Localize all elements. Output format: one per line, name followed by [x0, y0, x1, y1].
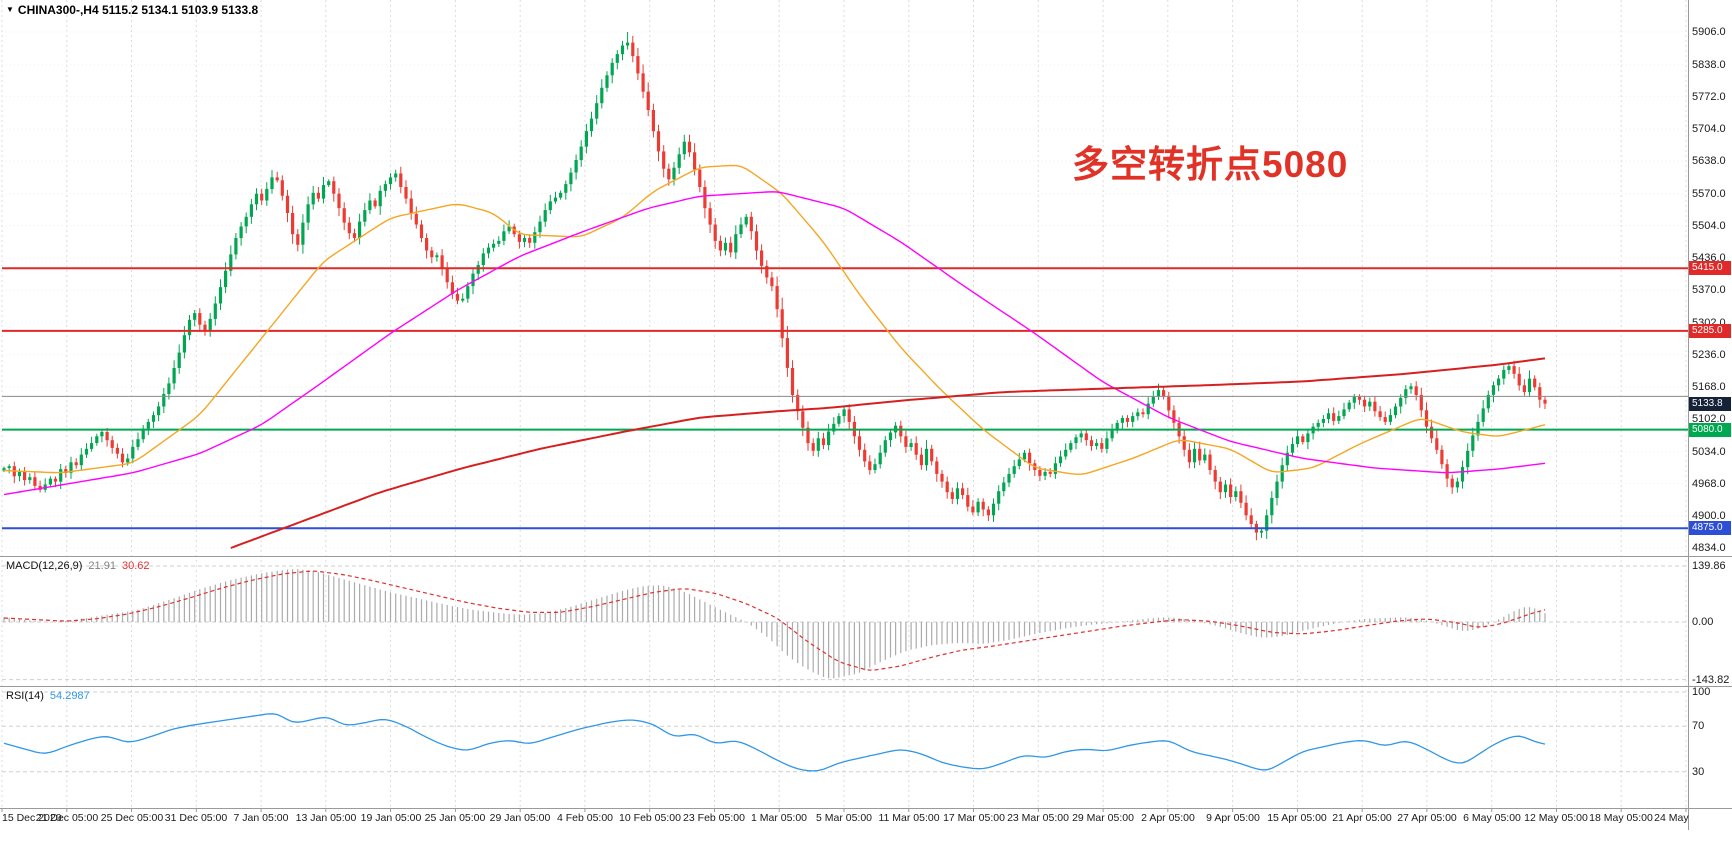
date-axis-label: 25 Dec 05:00: [100, 812, 164, 824]
date-axis-label: 13 Jan 05:00: [295, 812, 357, 824]
rsi-axis-label: 100: [1692, 686, 1711, 698]
macd-axis-label: -143.82: [1692, 674, 1730, 686]
date-axis-label: 19 Jan 05:00: [360, 812, 422, 824]
price-level-tag: 5080.0: [1689, 423, 1731, 437]
price-axis-label: 5236.0: [1692, 349, 1726, 361]
date-axis-label: 2 Apr 05:00: [1141, 812, 1195, 824]
rsi-panel[interactable]: [0, 686, 1688, 808]
date-axis-label: 15 Apr 05:00: [1267, 812, 1327, 824]
price-axis-label: 5504.0: [1692, 220, 1726, 232]
date-axis-label: 11 Mar 05:00: [878, 812, 940, 824]
main-chart-panel[interactable]: [0, 0, 1688, 556]
macd-value: 21.91: [88, 560, 116, 572]
date-axis-label: 17 Mar 05:00: [943, 812, 1005, 824]
date-axis-label: 9 Apr 05:00: [1206, 812, 1260, 824]
macd-axis-label: 0.00: [1692, 616, 1714, 628]
price-axis-label: 5102.0: [1692, 413, 1726, 425]
price-axis-label: 5638.0: [1692, 155, 1726, 167]
date-axis-label: 12 May 05:00: [1524, 812, 1588, 824]
rsi-axis-label: 30: [1692, 766, 1705, 778]
date-axis-label: 1 Mar 05:00: [750, 812, 808, 824]
rsi-axis-label: 70: [1692, 720, 1705, 732]
price-axis[interactable]: 5906.0 5838.0 5772.0 5704.0 5638.0 5570.0 5504…: [1689, 0, 1732, 837]
current-price-tag: 5133.8: [1689, 397, 1731, 411]
price-axis-label: 5370.0: [1692, 284, 1726, 296]
date-axis-label: 23 Mar 05:00: [1007, 812, 1069, 824]
date-axis-label: 23 Feb 05:00: [683, 812, 745, 824]
date-axis-label: 27 Apr 05:00: [1397, 812, 1457, 824]
date-axis-label: 18 May 05:00: [1589, 812, 1653, 824]
price-axis-label: 4900.0: [1692, 510, 1726, 522]
price-axis-label: 4834.0: [1692, 542, 1726, 554]
price-level-tag: 5415.0: [1689, 261, 1731, 275]
price-axis-label: 5906.0: [1692, 26, 1726, 38]
price-axis-label: 5570.0: [1692, 188, 1726, 200]
macd-signal-value: 30.62: [121, 560, 150, 572]
price-axis-label: 5704.0: [1692, 123, 1726, 135]
macd-header: MACD(12,26,9) 21.91 30.62: [6, 560, 149, 572]
macd-label: MACD(12,26,9): [6, 560, 83, 572]
date-axis-label: 4 Feb 05:00: [556, 812, 614, 824]
ohlc-values: 5115.2 5134.1 5103.9 5133.8: [101, 3, 259, 17]
macd-panel[interactable]: [0, 556, 1688, 686]
date-axis-label: 29 Jan 05:00: [489, 812, 551, 824]
date-axis[interactable]: 15 Dec 2020 21 Dec 05:00 25 Dec 05:00 31 De…: [0, 809, 1689, 833]
date-axis-label: 15 Dec 2020: [2, 812, 62, 824]
price-axis-label: 5168.0: [1692, 381, 1726, 393]
rsi-header: RSI(14) 54.2987: [6, 690, 90, 702]
symbol-name: CHINA300-,H4: [17, 3, 99, 17]
macd-axis-label: 139.86: [1692, 560, 1726, 572]
rsi-label: RSI(14): [6, 690, 44, 702]
date-axis-label: 21 Dec 05:00: [35, 812, 99, 824]
price-axis-label: 5772.0: [1692, 91, 1726, 103]
chart-title: ▼ CHINA300-,H4 5115.2 5134.1 5103.9 5133.…: [6, 3, 258, 17]
price-axis-label: 5034.0: [1692, 446, 1726, 458]
date-axis-label: 29 Mar 05:00: [1072, 812, 1134, 824]
symbol-marker-icon: ▼: [6, 5, 14, 14]
price-level-tag: 5285.0: [1689, 324, 1731, 338]
price-axis-label: 4968.0: [1692, 478, 1726, 490]
date-axis-label: 10 Feb 05:00: [619, 812, 681, 824]
price-level-tag: 4875.0: [1689, 521, 1731, 535]
date-axis-label: 7 Jan 05:00: [233, 812, 289, 824]
date-axis-label: 6 May 05:00: [1463, 812, 1521, 824]
date-axis-label: 5 Mar 05:00: [815, 812, 873, 824]
annotation-text[interactable]: 多空转折点5080: [1072, 144, 1349, 185]
price-axis-label: 5838.0: [1692, 59, 1726, 71]
date-axis-label: 25 Jan 05:00: [424, 812, 486, 824]
date-axis-label: 24 May 05:00: [1654, 812, 1689, 824]
date-axis-label: 31 Dec 05:00: [164, 812, 228, 824]
date-axis-label: 21 Apr 05:00: [1332, 812, 1392, 824]
rsi-value: 54.2987: [49, 690, 90, 702]
